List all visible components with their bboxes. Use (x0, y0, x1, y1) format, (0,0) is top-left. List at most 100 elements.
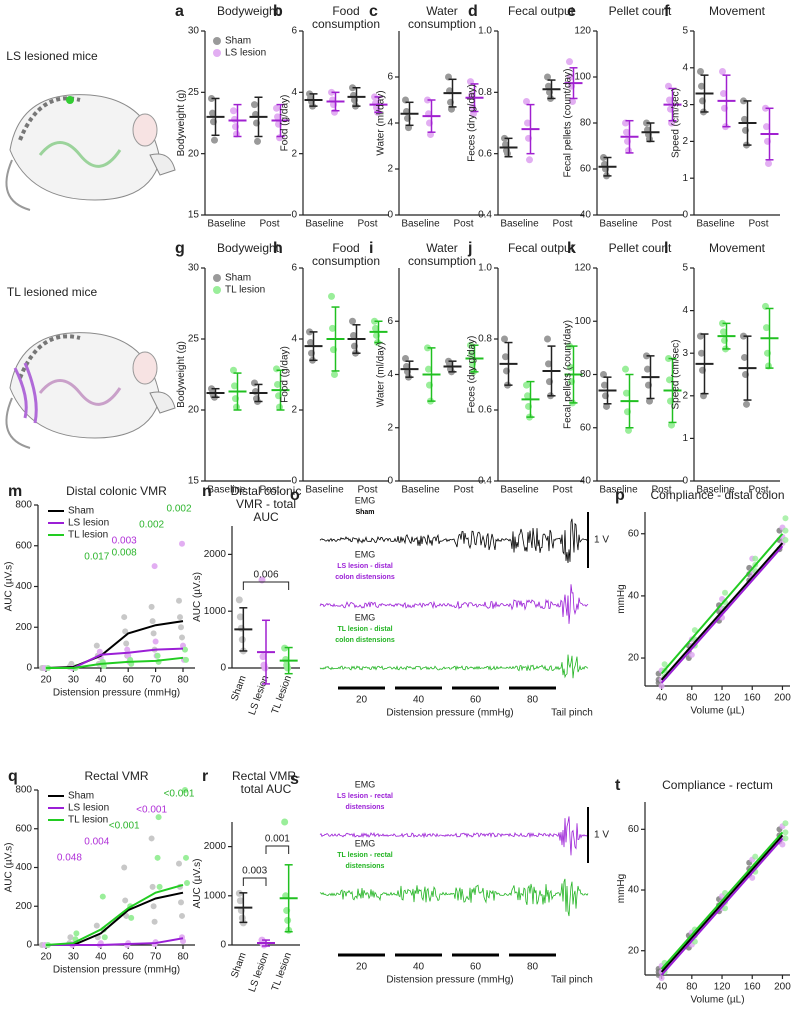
data-point (372, 324, 379, 332)
data-point (658, 975, 665, 982)
legend-marker (213, 286, 221, 294)
x-tick-label: Post (453, 219, 473, 230)
data-point (67, 934, 74, 941)
x-tick-label: 70 (150, 952, 162, 963)
x-tick-label: 20 (40, 952, 52, 963)
data-point (238, 636, 246, 644)
data-point (176, 597, 182, 604)
fit-line (660, 837, 784, 976)
data-point (284, 664, 292, 672)
data-point (523, 98, 530, 106)
panel-title: consumption (408, 254, 476, 268)
trace-label: EMG (355, 549, 376, 559)
x-tick-label: 40 (656, 693, 668, 704)
y-tick-label: 4 (291, 334, 297, 345)
panel-letter: b (273, 3, 283, 20)
x-tick-label: 80 (177, 675, 189, 686)
data-point (307, 339, 314, 347)
legend-label: Sham (225, 273, 251, 284)
data-point (121, 614, 128, 621)
y-tick-label: 0 (291, 210, 297, 221)
distension-label: 60 (470, 695, 482, 706)
y-tick-label: 0 (26, 940, 32, 951)
data-point (182, 646, 188, 653)
panel-title: Movement (709, 241, 766, 255)
y-tick-label: 5 (682, 26, 688, 37)
colon (38, 379, 122, 406)
y-tick-label: 20 (628, 653, 640, 664)
significance-bracket (242, 581, 290, 590)
data-point (502, 140, 509, 148)
data-point (179, 540, 185, 547)
y-tick-label: 1 (682, 433, 688, 444)
data-point (121, 864, 128, 871)
x-axis-label: Distension pressure (mmHg) (53, 688, 180, 699)
legend-label: LS lesion (225, 48, 266, 59)
y-tick-label: 20 (188, 148, 200, 159)
y-tick-label: 2000 (204, 841, 227, 852)
trace-sublabel: colon distensions (335, 574, 395, 581)
panel-title: Bodyweight (217, 4, 280, 18)
data-point (281, 818, 289, 826)
y-tick-label: 0.6 (478, 405, 492, 416)
y-tick-label: 2000 (204, 549, 227, 560)
data-point (184, 880, 190, 886)
fit-line (660, 831, 784, 970)
data-point (331, 108, 338, 116)
data-point (230, 107, 237, 115)
y-axis-label: AUC (µV.s) (4, 562, 15, 612)
row-label: TL lesioned mice (7, 285, 98, 299)
y-tick-label: 3 (682, 99, 688, 110)
y-tick-label: 2 (291, 148, 297, 159)
y-tick-label: 4 (291, 87, 297, 98)
distension-label: 80 (527, 962, 539, 973)
data-point (779, 841, 786, 848)
data-point (698, 349, 705, 357)
y-tick-label: 600 (15, 540, 32, 551)
data-point (600, 371, 607, 378)
data-point (741, 353, 748, 361)
x-tick-label: 40 (95, 675, 107, 686)
panel-letter: m (8, 483, 22, 500)
x-tick-label: Baseline (599, 219, 638, 230)
y-axis-label: Bodyweight (g) (176, 90, 187, 157)
data-point (73, 930, 80, 937)
y-tick-label: 1000 (204, 606, 227, 617)
panel-letter: f (664, 3, 670, 20)
y-tick-label: 4 (682, 305, 688, 316)
series-line (46, 656, 184, 669)
y-tick-label: 40 (580, 210, 592, 221)
data-point (329, 324, 336, 332)
p-value: <0.001 (136, 805, 167, 816)
trace-sublabel: LS lesion - rectal (337, 793, 393, 800)
x-tick-label: Baseline (207, 219, 246, 230)
panel-letter: d (468, 3, 478, 20)
y-axis-label: Fecal pellets (count/day) (563, 69, 574, 178)
y-tick-label: 20 (628, 945, 640, 956)
y-tick-label: 5 (682, 263, 688, 274)
y-axis-label: Feces (dry g/day) (466, 84, 477, 162)
fit-line (660, 545, 784, 684)
y-tick-label: 40 (580, 476, 592, 487)
p-value: 0.001 (265, 834, 290, 845)
y-tick-label: 1.0 (478, 26, 492, 37)
x-tick-label: Baseline (305, 219, 344, 230)
y-tick-label: 0 (26, 663, 32, 674)
panel-title: consumption (312, 254, 380, 268)
y-tick-label: 0.4 (478, 210, 492, 221)
x-tick-label: LS lesion (247, 674, 271, 716)
data-point (328, 292, 335, 300)
series-line (46, 937, 184, 946)
y-tick-label: 80 (580, 369, 592, 380)
p-value: 0.017 (84, 552, 109, 563)
data-point (211, 136, 218, 144)
panel-title: Water (426, 241, 458, 255)
data-point (349, 317, 356, 325)
x-axis-label: Distension pressure (mmHg) (386, 708, 513, 719)
y-axis-label: Fecal pellets (count/day) (563, 320, 574, 429)
mouse-tail (5, 159, 31, 211)
panel-letter: q (8, 768, 18, 785)
x-tick-label: Post (357, 219, 377, 230)
y-tick-label: 0.6 (478, 148, 492, 159)
y-tick-label: 100 (574, 316, 591, 327)
